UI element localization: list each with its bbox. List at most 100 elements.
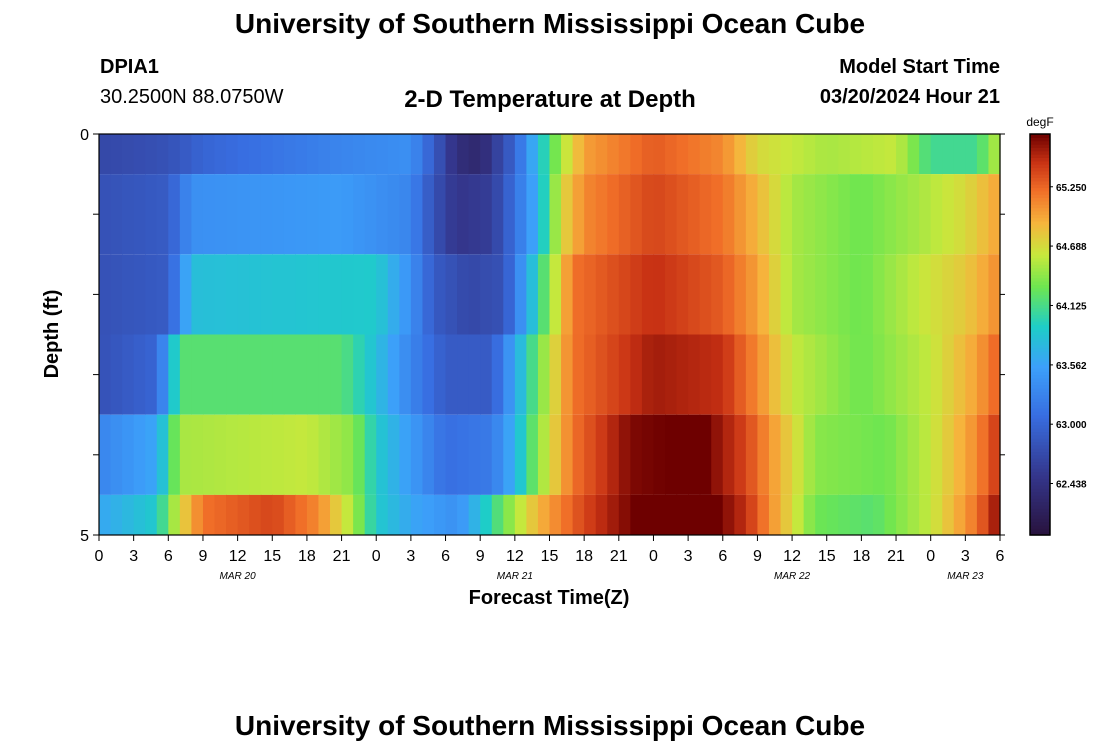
heatmap-cell — [676, 254, 689, 335]
heatmap-cell — [607, 414, 620, 495]
x-tick-label: 6 — [718, 548, 727, 565]
colorbar-unit: degF — [1026, 115, 1053, 129]
heatmap-cell — [896, 254, 909, 335]
colorbar-segment — [1030, 220, 1050, 225]
heatmap-cell — [561, 134, 574, 175]
heatmap-cell — [757, 134, 770, 175]
heatmap-cell — [607, 334, 620, 415]
colorbar-frame — [1029, 133, 1051, 536]
colorbar-segment — [1030, 347, 1050, 352]
heatmap-cell — [572, 174, 585, 255]
heatmap-cell — [110, 134, 123, 175]
heatmap-cell — [410, 494, 424, 535]
heatmap-cell — [861, 174, 874, 255]
heatmap-cell — [872, 494, 886, 535]
heatmap-cell — [988, 254, 1001, 335]
heatmap-cell — [757, 254, 770, 335]
heatmap-cell — [133, 414, 146, 495]
colorbar-segment — [1030, 484, 1050, 489]
colorbar-segment — [1030, 301, 1050, 306]
heatmap-cell — [226, 254, 239, 335]
colorbar-segment — [1030, 394, 1050, 399]
heatmap-cell — [283, 334, 296, 415]
heatmap-cell — [618, 134, 631, 175]
heatmap-cell — [861, 334, 874, 415]
heatmap-cell — [965, 134, 978, 175]
heatmap-cell — [699, 494, 712, 535]
heatmap-cell — [584, 414, 597, 495]
heatmap-cell — [780, 134, 793, 175]
colorbar-segment — [1030, 240, 1050, 245]
heatmap-cell — [422, 134, 435, 175]
heatmap-cell — [110, 414, 123, 495]
heatmap-cell — [607, 494, 620, 535]
page-title-bottom: University of Southern Mississippi Ocean… — [234, 710, 866, 741]
heatmap-cell — [849, 174, 862, 255]
heatmap-cell — [976, 254, 990, 335]
y-tick-label: 5 — [80, 528, 89, 545]
heatmap-cell — [179, 334, 193, 415]
heatmap-cell — [168, 334, 181, 415]
heatmap-cell — [110, 254, 123, 335]
x-tick-label: 6 — [996, 548, 1005, 565]
heatmap-cell — [214, 254, 227, 335]
date-label: MAR 22 — [774, 571, 811, 582]
colorbar-segment — [1030, 451, 1050, 456]
heatmap-cell — [930, 134, 943, 175]
colorbar-segment — [1030, 224, 1050, 229]
colorbar-segment — [1030, 190, 1050, 195]
heatmap-cell — [179, 134, 193, 175]
heatmap-cell — [549, 494, 562, 535]
heatmap-cell — [526, 334, 539, 415]
heatmap-cell — [549, 134, 562, 175]
heatmap-cell — [803, 414, 816, 495]
x-tick-label: 9 — [199, 548, 208, 565]
heatmap-cell — [318, 334, 331, 415]
heatmap-cell — [145, 334, 158, 415]
heatmap-cell — [699, 134, 712, 175]
colorbar-segment — [1030, 271, 1050, 275]
heatmap-cell — [561, 334, 574, 415]
heatmap-cell — [630, 334, 643, 415]
colorbar-segment — [1030, 137, 1050, 142]
heatmap-cell — [919, 494, 932, 535]
heatmap-cell — [734, 334, 747, 415]
x-tick-label: 15 — [263, 548, 281, 565]
heatmap-cell — [202, 254, 216, 335]
x-tick-label: 12 — [783, 548, 801, 565]
colorbar-segment — [1030, 237, 1050, 242]
heatmap-cell — [572, 134, 585, 175]
heatmap-cell — [792, 174, 805, 255]
heatmap-cell — [607, 174, 620, 255]
heatmap-cell — [168, 254, 181, 335]
heatmap-cell — [988, 334, 1001, 415]
x-tick-label: 3 — [684, 548, 693, 565]
heatmap-cell — [433, 134, 447, 175]
heatmap-cell — [884, 174, 897, 255]
heatmap-cell — [260, 334, 273, 415]
x-tick-label: 21 — [610, 548, 628, 565]
heatmap-cell — [780, 334, 793, 415]
heatmap-cell — [734, 174, 747, 255]
heatmap-cell — [410, 414, 424, 495]
heatmap-cell — [653, 134, 666, 175]
heatmap-cell — [561, 254, 574, 335]
heatmap-cell — [468, 134, 481, 175]
heatmap-cell — [965, 414, 978, 495]
model-start-label: Model Start Time — [839, 56, 1000, 78]
heatmap-cell — [433, 174, 447, 255]
heatmap-cell — [480, 134, 493, 175]
heatmap-cell — [572, 414, 585, 495]
heatmap-cell — [468, 254, 481, 335]
heatmap-cell — [353, 254, 366, 335]
heatmap-cell — [318, 494, 331, 535]
colorbar-segment — [1030, 167, 1050, 172]
heatmap-cell — [942, 174, 955, 255]
x-tick-label: 3 — [129, 548, 138, 565]
heatmap-cell — [872, 254, 886, 335]
heatmap-cell — [618, 414, 631, 495]
heatmap-cell — [861, 494, 874, 535]
heatmap-cell — [699, 254, 712, 335]
heatmap-cell — [838, 494, 851, 535]
